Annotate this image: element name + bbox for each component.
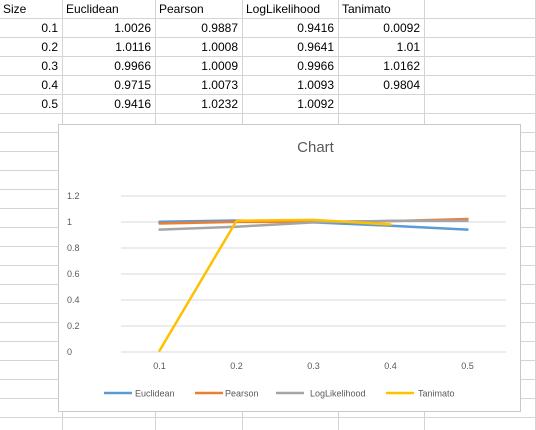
- table-cell[interactable]: 0.9715: [63, 76, 151, 94]
- y-tick-label: 1.2: [67, 191, 80, 201]
- table-cell[interactable]: 0.9416: [243, 19, 334, 37]
- legend-label: LogLikelihood: [310, 389, 366, 399]
- table-cell[interactable]: 0.9887: [156, 19, 238, 37]
- table-cell[interactable]: 1.0026: [63, 19, 151, 37]
- x-tick-label: 0.3: [307, 361, 320, 371]
- table-cell[interactable]: 1.0093: [243, 76, 334, 94]
- table-cell[interactable]: 0.9416: [63, 95, 151, 113]
- y-tick-label: 0.6: [67, 269, 80, 279]
- series-line-tanimato[interactable]: [160, 220, 391, 351]
- header-cell[interactable]: Tanimato: [342, 0, 391, 18]
- table-cell[interactable]: 1.0092: [243, 95, 334, 113]
- table-cell[interactable]: 1.0116: [63, 38, 151, 56]
- table-cell[interactable]: 1.01: [339, 38, 420, 56]
- table-cell[interactable]: 0.3: [0, 57, 58, 75]
- table-cell[interactable]: 0.0092: [339, 19, 420, 37]
- table-cell[interactable]: 1.0232: [156, 95, 238, 113]
- y-tick-label: 0.4: [67, 295, 80, 305]
- y-tick-label: 0.8: [67, 243, 80, 253]
- header-cell[interactable]: Size: [3, 0, 26, 18]
- table-cell[interactable]: 0.1: [0, 19, 58, 37]
- x-tick-label: 0.2: [230, 361, 243, 371]
- legend-label: Tanimato: [418, 389, 455, 399]
- header-cell[interactable]: LogLikelihood: [246, 0, 320, 18]
- chart-title: Chart: [297, 139, 335, 156]
- legend-label: Pearson: [225, 389, 259, 399]
- table-cell[interactable]: 0.9641: [243, 38, 334, 56]
- header-cell[interactable]: Euclidean: [66, 0, 119, 18]
- x-tick-label: 0.1: [153, 361, 166, 371]
- table-cell[interactable]: 0.9966: [243, 57, 334, 75]
- y-tick-label: 1: [67, 217, 72, 227]
- table-cell[interactable]: 0.4: [0, 76, 58, 94]
- table-cell[interactable]: 1.0073: [156, 76, 238, 94]
- table-cell[interactable]: 0.5: [0, 95, 58, 113]
- header-cell[interactable]: Pearson: [159, 0, 204, 18]
- table-cell[interactable]: 1.0009: [156, 57, 238, 75]
- x-tick-label: 0.5: [461, 361, 474, 371]
- table-cell[interactable]: 0.2: [0, 38, 58, 56]
- table-cell[interactable]: 1.0162: [339, 57, 420, 75]
- table-cell[interactable]: 0.9966: [63, 57, 151, 75]
- y-tick-label: 0: [67, 347, 72, 357]
- table-cell[interactable]: 0.9804: [339, 76, 420, 94]
- x-tick-label: 0.4: [384, 361, 397, 371]
- y-tick-label: 0.2: [67, 321, 80, 331]
- chart-area[interactable]: Chart 0 0.2 0.4 0.6 0.8 1 1.2 0.1 0.2 0.3 0.4 0.5 Euc…: [58, 124, 521, 412]
- table-cell[interactable]: 1.0008: [156, 38, 238, 56]
- legend-label: Euclidean: [135, 389, 175, 399]
- line-chart: Chart 0 0.2 0.4 0.6 0.8 1 1.2 0.1 0.2 0.3 0.4 0.5 Euc…: [59, 125, 522, 413]
